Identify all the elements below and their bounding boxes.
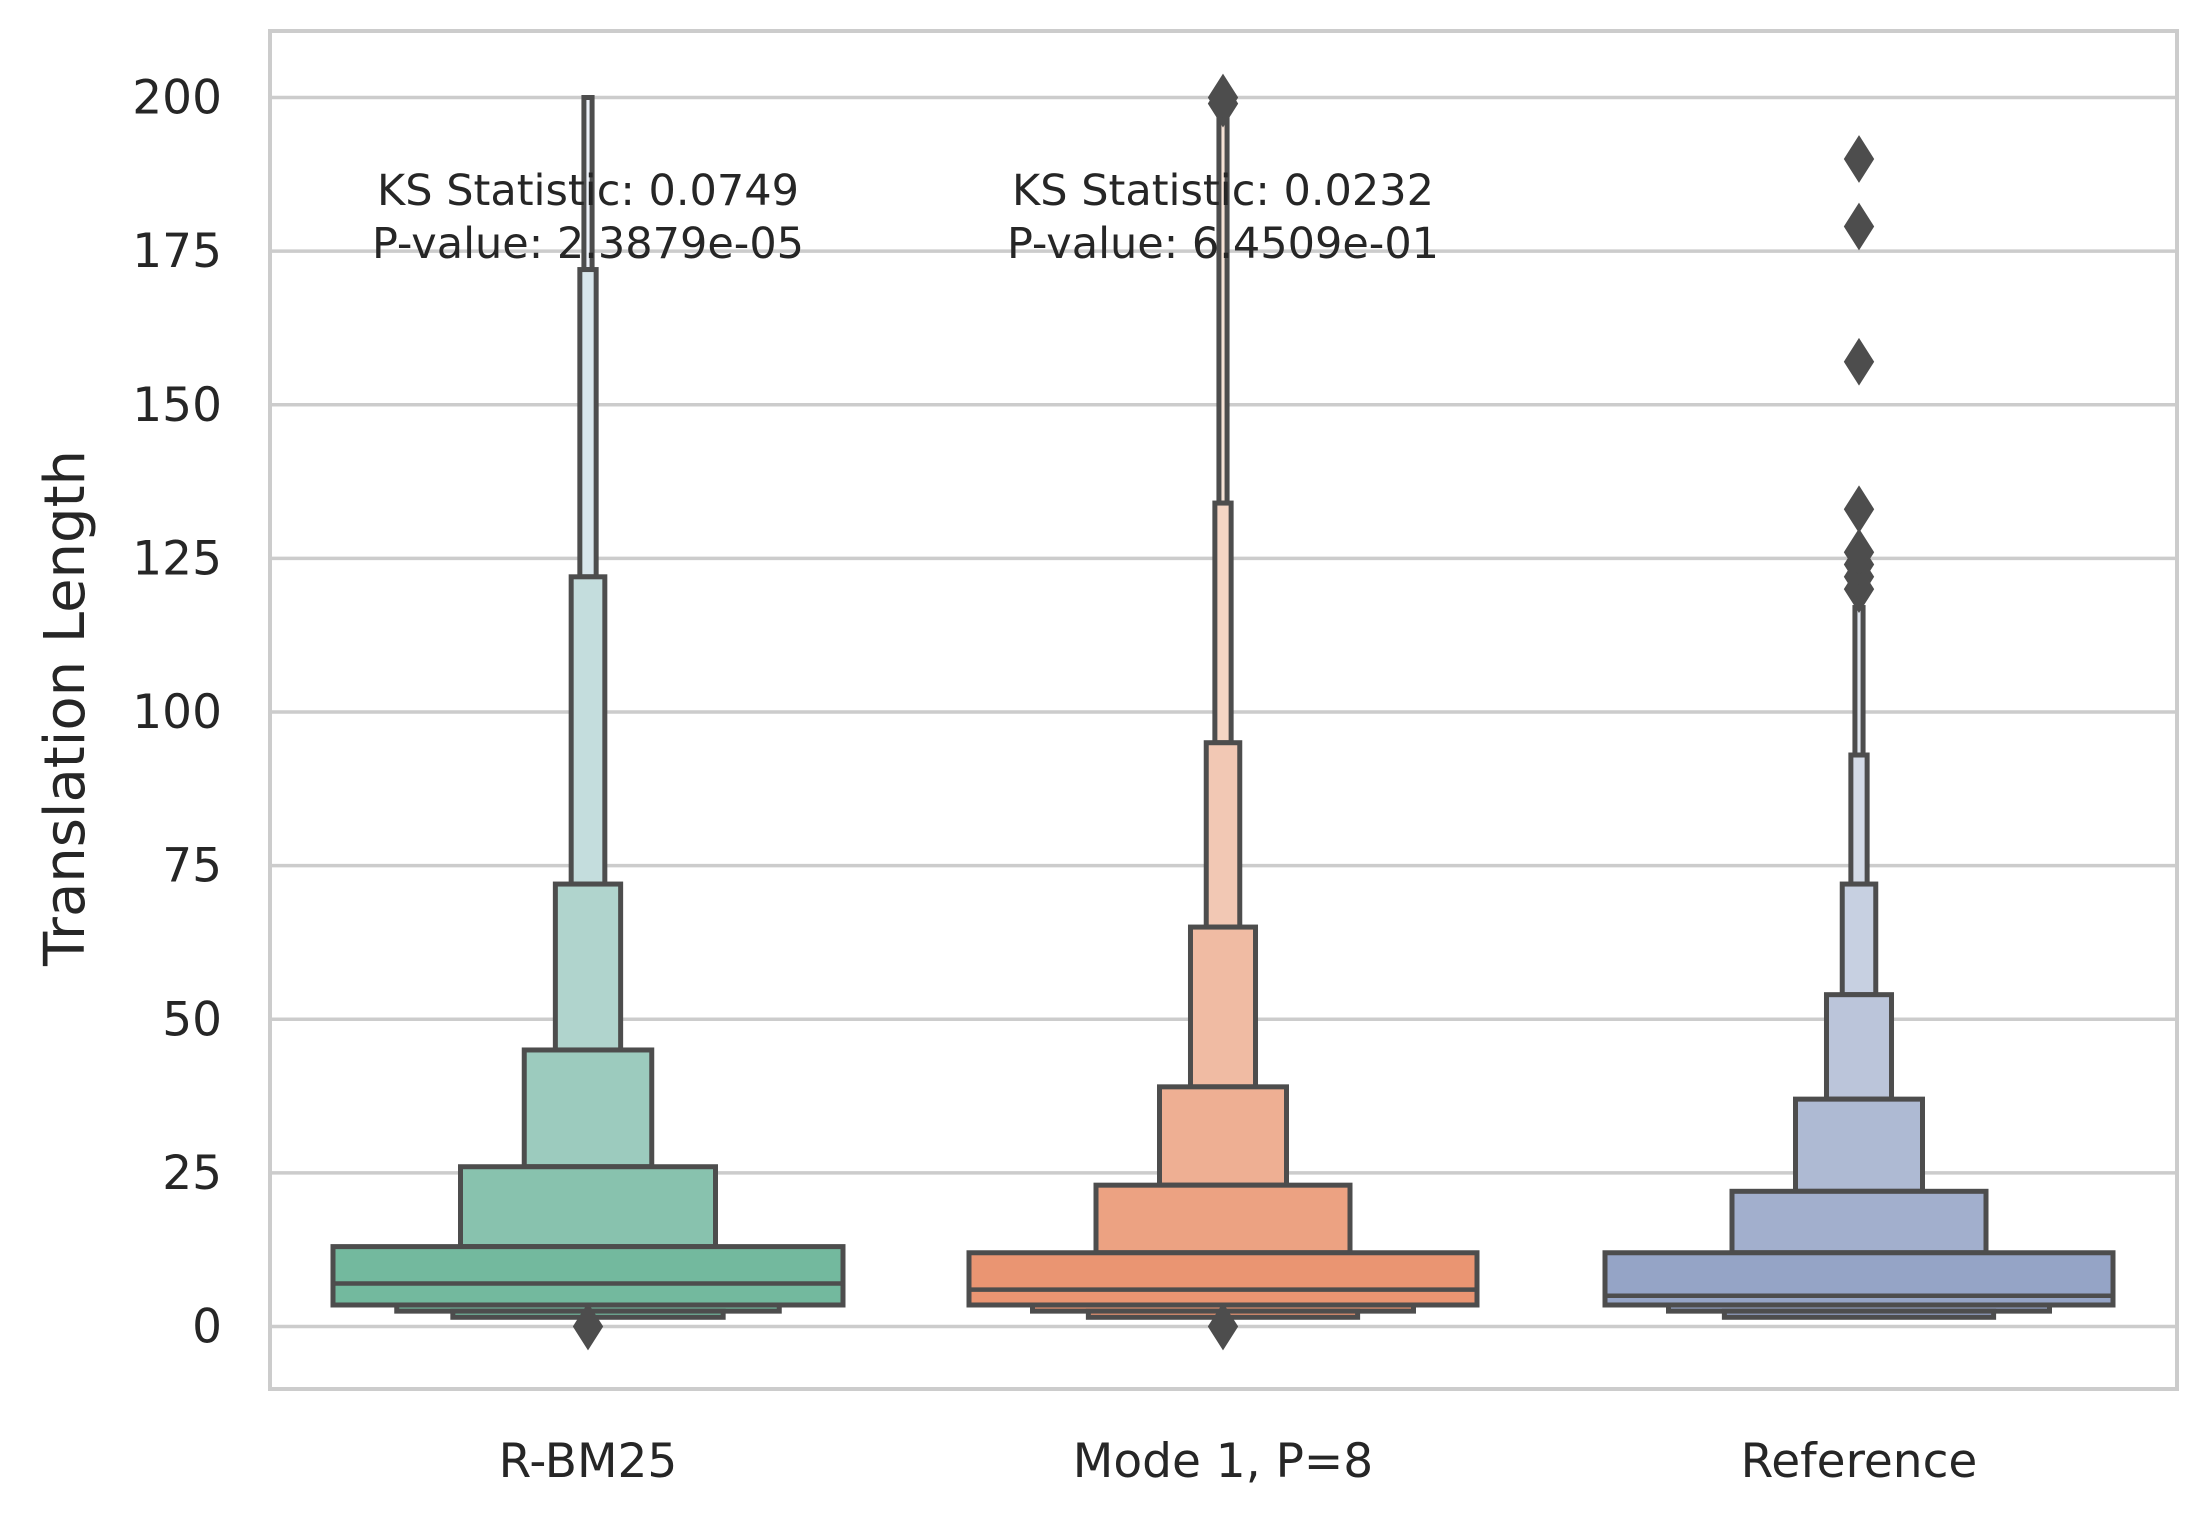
outlier-marker bbox=[1207, 1302, 1239, 1351]
y-tick-label: 25 bbox=[162, 1146, 222, 1201]
p-value-label: P-value: 2.3879e-05 bbox=[372, 219, 804, 269]
boxen-mode-1-p-8 bbox=[966, 107, 1480, 1320]
x-tick-label: Mode 1, P=8 bbox=[1073, 1434, 1373, 1489]
letter-value-box bbox=[1852, 605, 1866, 758]
y-tick-label: 150 bbox=[132, 378, 222, 433]
letter-value-box bbox=[552, 881, 624, 1053]
x-tick-label: R-BM25 bbox=[499, 1434, 678, 1489]
letter-value-box bbox=[966, 1250, 1480, 1308]
plot-frame bbox=[268, 29, 2179, 1391]
x-tick-label: Reference bbox=[1741, 1434, 1978, 1489]
y-tick-label: 100 bbox=[132, 685, 222, 740]
letter-value-box bbox=[1823, 992, 1895, 1102]
y-axis-label: Translation Length bbox=[33, 450, 98, 967]
letter-value-box bbox=[568, 574, 608, 887]
outlier-marker bbox=[1843, 485, 1875, 534]
y-tick-label: 75 bbox=[162, 839, 222, 894]
letter-value-box bbox=[458, 1164, 718, 1250]
y-tick-labels: 0 25 50 75 100 125 150 175 200 bbox=[132, 71, 222, 1355]
letter-value-box bbox=[1839, 881, 1879, 998]
outlier-marker bbox=[572, 1302, 604, 1351]
x-tick-labels: R-BM25 Mode 1, P=8 Reference bbox=[499, 1434, 1978, 1489]
letter-value-box bbox=[330, 1244, 846, 1308]
letter-value-box bbox=[1848, 752, 1870, 887]
letter-value-box bbox=[577, 267, 599, 580]
outlier-marker bbox=[1843, 135, 1875, 183]
letter-value-box bbox=[1093, 1182, 1353, 1256]
letter-value-box bbox=[1203, 740, 1243, 930]
outlier-markers bbox=[572, 73, 1875, 1351]
boxen-r-bm25 bbox=[330, 95, 846, 1320]
letter-value-box bbox=[1212, 500, 1234, 746]
outlier-marker bbox=[1843, 337, 1875, 386]
y-tick-label: 50 bbox=[162, 992, 222, 1047]
letter-value-box bbox=[521, 1047, 655, 1170]
y-tick-label: 200 bbox=[132, 71, 222, 126]
boxen-series bbox=[330, 95, 2116, 1320]
letter-value-box bbox=[1157, 1084, 1289, 1188]
ks-statistic-label: KS Statistic: 0.0749 bbox=[377, 166, 799, 216]
lower-letter-value-box bbox=[1721, 1308, 1997, 1320]
letter-value-box bbox=[1187, 924, 1259, 1090]
outlier-marker bbox=[1843, 202, 1875, 251]
y-tick-label: 175 bbox=[132, 224, 222, 279]
y-tick-label: 125 bbox=[132, 531, 222, 586]
letter-value-box bbox=[1793, 1096, 1925, 1194]
y-tick-label: 0 bbox=[192, 1300, 222, 1355]
ks-statistic-label: KS Statistic: 0.0232 bbox=[1012, 166, 1434, 216]
p-value-label: P-value: 6.4509e-01 bbox=[1007, 219, 1439, 269]
outlier-marker bbox=[1207, 73, 1239, 122]
letter-value-box bbox=[1729, 1188, 1989, 1256]
boxen-reference bbox=[1602, 605, 2116, 1320]
outlier-marker bbox=[1843, 528, 1875, 577]
